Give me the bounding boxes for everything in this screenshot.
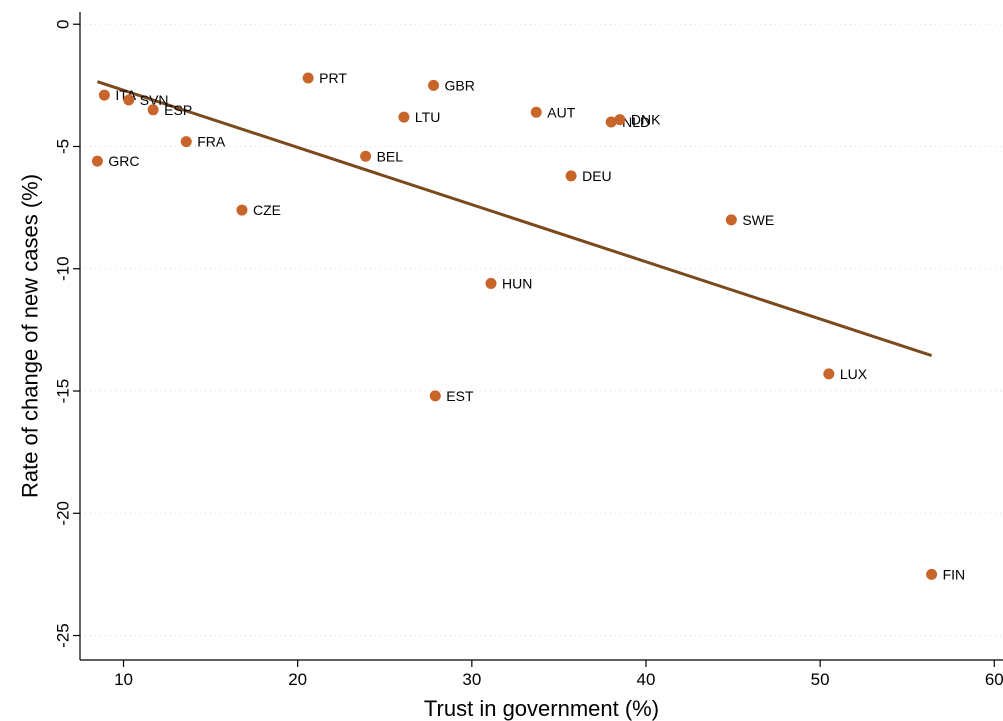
data-point	[147, 104, 159, 116]
point-label: GBR	[445, 77, 475, 93]
point-label: DEU	[582, 168, 612, 184]
x-tick-label: 50	[811, 670, 830, 689]
point-label: CZE	[253, 202, 281, 218]
y-tick-label: 0	[54, 19, 73, 28]
data-point	[429, 390, 441, 402]
point-label: LTU	[415, 109, 440, 125]
data-points: ITA SVNESPGRCFRACZEPRTBELLTUGBRESTHUNAUTD…	[91, 70, 966, 582]
data-point	[485, 277, 497, 289]
data-point	[123, 94, 135, 106]
data-point	[302, 72, 314, 84]
point-label: HUN	[502, 275, 532, 291]
point-label: LUX	[840, 366, 868, 382]
x-tick-label: 20	[288, 670, 307, 689]
y-axis-title: Rate of change of new cases (%)	[18, 174, 43, 498]
point-label: FIN	[943, 566, 966, 582]
point-label: DNK	[631, 112, 661, 128]
data-point	[605, 116, 617, 128]
y-tick-label: -10	[54, 256, 73, 281]
gridlines	[80, 23, 1003, 637]
x-tick-label: 10	[114, 670, 133, 689]
point-label: SWE	[742, 212, 774, 228]
x-axis-title: Trust in government (%)	[424, 696, 659, 721]
data-point	[530, 106, 542, 118]
data-point	[725, 214, 737, 226]
x-tick-label: 30	[462, 670, 481, 689]
data-point	[360, 150, 372, 162]
point-label: NLD	[622, 114, 650, 130]
point-label: BEL	[377, 148, 404, 164]
data-point	[823, 368, 835, 380]
data-point	[398, 111, 410, 123]
fit-line	[96, 80, 933, 357]
data-point	[91, 155, 103, 167]
axes	[79, 12, 1003, 661]
point-label: SVN	[140, 92, 169, 108]
point-label: AUT	[547, 104, 575, 120]
point-label: GRC	[108, 153, 139, 169]
y-tick-label: -20	[54, 501, 73, 526]
y-tick-label: -15	[54, 379, 73, 404]
data-point	[428, 79, 440, 91]
point-label: EST	[446, 388, 474, 404]
x-tick-label: 40	[637, 670, 656, 689]
y-axis-ticks: 0 -5 -10 -15 -20 -25	[54, 19, 80, 648]
x-tick-label: 60	[985, 670, 1003, 689]
data-point	[98, 89, 110, 101]
y-tick-label: -5	[54, 139, 73, 154]
data-point	[926, 568, 938, 580]
x-axis-ticks: 10 20 30 40 50 60	[114, 660, 1003, 689]
point-label: ESP	[164, 102, 192, 118]
point-label: FRA	[197, 134, 226, 150]
y-tick-label: -25	[54, 623, 73, 648]
data-point	[236, 204, 248, 216]
data-point	[180, 136, 192, 148]
data-point	[614, 114, 626, 126]
data-point	[565, 170, 577, 182]
point-label: PRT	[319, 70, 347, 86]
